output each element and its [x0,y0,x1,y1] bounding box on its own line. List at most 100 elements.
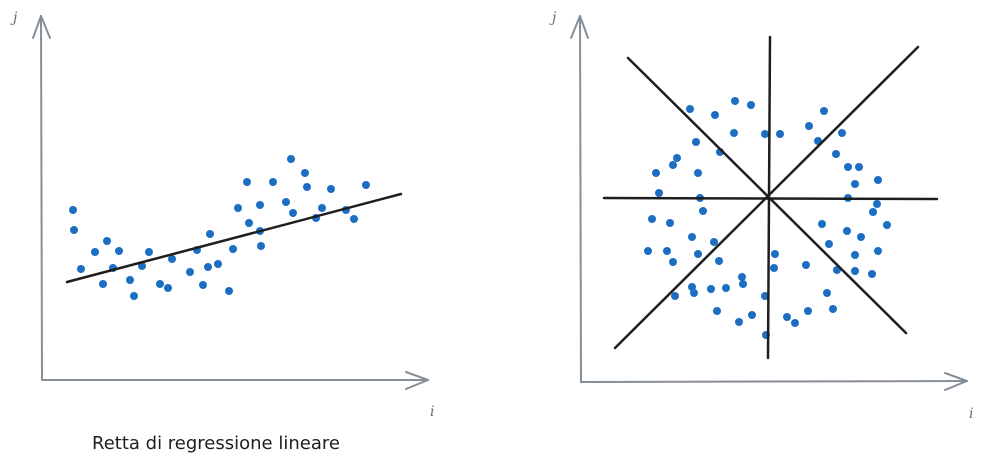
left-scatter-point [269,178,277,186]
left-scatter-point [199,281,207,289]
radial-lines [602,35,939,360]
right-scatter-point [843,227,851,235]
left-scatter-point [126,276,134,284]
regression-line [65,192,403,284]
left-scatter-point [245,219,253,227]
left-scatter-point [282,198,290,206]
right-scatter-point [851,267,859,275]
right-scatter-point [694,169,702,177]
right-scatter-point [688,233,696,241]
left-scatter-point [168,255,176,263]
right-scatter-point [851,251,859,259]
right-scatter-point [669,258,677,266]
right-scatter-point [770,264,778,272]
right-scatter-point [652,169,660,177]
left-scatter-point [318,204,326,212]
radial-line-diagonal-up [613,45,920,350]
right-scatter-point [869,208,877,216]
right-scatter-point [761,292,769,300]
right-scatter-point [825,240,833,248]
right-y-axis-label: j [549,10,557,26]
left-scatter-point [103,237,111,245]
right-scatter-point [805,122,813,130]
right-scatter-point [655,189,663,197]
right-scatter-point [771,250,779,258]
right-scatter-point [738,273,746,281]
left-scatter-point [350,215,358,223]
right-scatter-point [883,221,891,229]
left-x-axis-label: i [430,404,434,420]
right-scatter-point [669,161,677,169]
right-scatter-point [730,129,738,137]
right-scatter-point [874,176,882,184]
right-scatter-point [802,261,810,269]
left-scatter-point [164,284,172,292]
right-scatter-point [829,305,837,313]
right-x-axis-label: i [969,406,973,422]
left-scatter-point [362,181,370,189]
left-scatter-point [69,206,77,214]
right-scatter-point [722,284,730,292]
left-scatter-point [70,226,78,234]
right-scatter-point [748,311,756,319]
left-scatter-point [327,185,335,193]
right-scatter-point [735,318,743,326]
right-scatter-point [873,200,881,208]
left-scatter-point [287,155,295,163]
right-scatter-point [666,219,674,227]
right-scatter-point [791,319,799,327]
right-scatter-point [747,101,755,109]
right-scatter-point [710,238,718,246]
right-scatter-point [686,105,694,113]
right-scatter-point [739,280,747,288]
right-plot: j i [549,10,973,422]
right-scatter-point [761,130,769,138]
left-scatter-point [256,201,264,209]
right-scatter-point [804,307,812,315]
right-scatter-point [731,97,739,105]
left-scatter-point [206,230,214,238]
right-y-axis [570,15,589,383]
left-scatter-point [204,263,212,271]
left-scatter-point [243,178,251,186]
left-x-axis [41,371,429,390]
right-scatter-point [851,180,859,188]
left-scatter-point [301,169,309,177]
left-scatter-point [156,280,164,288]
right-scatter-point [783,313,791,321]
right-scatter-point [692,138,700,146]
left-scatter-point [214,260,222,268]
right-scatter-point [820,107,828,115]
right-scatter-point [694,250,702,258]
left-scatter-point [289,209,297,217]
right-scatter-point [673,154,681,162]
left-y-axis [32,15,51,381]
left-scatter-point [257,242,265,250]
right-scatter-point [699,207,707,215]
left-scatter-point [186,268,194,276]
right-scatter-point [838,129,846,137]
right-scatter-point [874,247,882,255]
left-scatter-point [145,248,153,256]
right-scatter-point [690,289,698,297]
right-scatter-point [671,292,679,300]
left-scatter-point [225,287,233,295]
right-scatter-point [776,130,784,138]
right-x-axis [580,372,968,391]
left-scatter-point [229,245,237,253]
right-scatter-point [818,220,826,228]
left-y-axis-label: j [10,10,18,26]
right-scatter-point [868,270,876,278]
right-scatter-point [713,307,721,315]
left-scatter-point [303,183,311,191]
left-scatter-point [99,280,107,288]
right-scatter-point [707,285,715,293]
right-scatter-point [855,163,863,171]
right-scatter-point [648,215,656,223]
left-scatter-point [91,248,99,256]
left-plot: j i Retta di regressione lineare [10,10,434,454]
right-scatter-point [823,289,831,297]
left-scatter-point [77,265,85,273]
left-caption: Retta di regressione lineare [92,433,340,454]
